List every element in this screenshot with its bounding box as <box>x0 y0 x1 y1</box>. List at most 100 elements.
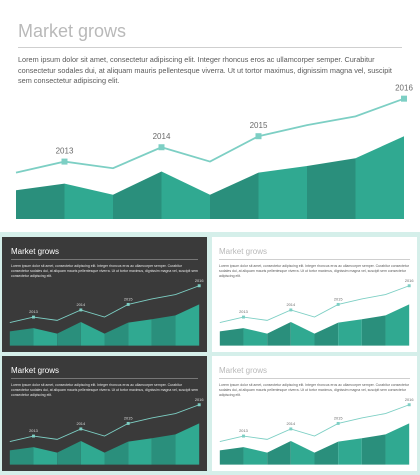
year-label-2013: 2013 <box>29 428 38 433</box>
area-segment-2 <box>33 447 58 465</box>
area-chart: 2013 2014 2015 2016 <box>9 397 204 465</box>
slide-body-text: Lorem ipsum dolor sit amet, consectetur … <box>18 55 392 85</box>
area-segment-4 <box>290 441 315 465</box>
area-segment-7 <box>361 434 386 465</box>
point-marker-2014 <box>289 308 293 312</box>
area-segment-7 <box>307 158 356 219</box>
slide-thumbnail-light-1[interactable]: Market grows Lorem ipsum dolor sit amet,… <box>212 237 417 352</box>
area-segment-6 <box>338 319 362 346</box>
area-chart: 2013 2014 2015 2016 <box>219 278 414 346</box>
year-label-2014: 2014 <box>286 302 295 307</box>
slide-thumbnail-dark-1[interactable]: Market grows Lorem ipsum dolor sit amet,… <box>2 237 207 352</box>
point-marker-2015 <box>126 302 130 306</box>
slide-body-text: Lorem ipsum dolor sit amet, consectetur … <box>219 264 410 278</box>
area-segment-5 <box>104 322 129 346</box>
point-marker-2016 <box>407 403 411 407</box>
year-label-2014: 2014 <box>153 132 171 141</box>
trend-line <box>219 404 410 442</box>
area-segment-3 <box>57 441 81 465</box>
point-marker-2015 <box>336 421 340 425</box>
area-segment-4 <box>290 322 315 346</box>
point-marker-2013 <box>32 434 35 438</box>
slide-body-text: Lorem ipsum dolor sit amet, consectetur … <box>219 383 410 397</box>
trend-line <box>9 404 200 442</box>
area-chart: 2013 2014 2015 2016 <box>15 84 413 219</box>
year-label-2016: 2016 <box>405 397 414 402</box>
point-marker-2013 <box>242 315 245 319</box>
year-label-2013: 2013 <box>29 309 38 314</box>
area-segment-1 <box>219 328 244 346</box>
point-marker-2016 <box>401 95 407 102</box>
area-segment-3 <box>267 322 291 346</box>
year-label-2015: 2015 <box>334 416 343 421</box>
title-divider <box>18 47 402 48</box>
area-segment-2 <box>243 328 268 346</box>
area-segment-8 <box>175 304 200 346</box>
title-divider <box>11 259 198 260</box>
year-label-2015: 2015 <box>124 416 133 421</box>
year-label-2015: 2015 <box>250 121 268 130</box>
year-label-2015: 2015 <box>334 297 343 302</box>
year-label-2014: 2014 <box>76 421 85 426</box>
year-label-2013: 2013 <box>239 428 248 433</box>
year-label-2015: 2015 <box>124 297 133 302</box>
slide-body-text: Lorem ipsum dolor sit amet, consectetur … <box>11 383 198 397</box>
point-marker-2016 <box>407 284 411 288</box>
point-marker-2015 <box>255 133 262 140</box>
point-marker-2013 <box>242 434 245 438</box>
area-segment-4 <box>161 171 210 219</box>
year-label-2013: 2013 <box>239 309 248 314</box>
area-segment-8 <box>385 304 410 346</box>
area-segment-8 <box>385 423 410 465</box>
trend-line <box>9 285 200 323</box>
area-segment-7 <box>361 315 386 346</box>
area-segment-1 <box>219 447 244 465</box>
point-marker-2015 <box>336 302 340 306</box>
trend-line <box>15 97 405 174</box>
area-segment-2 <box>243 447 268 465</box>
area-segment-1 <box>9 328 34 346</box>
trend-line <box>219 285 410 323</box>
point-marker-2014 <box>79 308 83 312</box>
slide-title: Market grows <box>18 21 127 41</box>
area-segment-4 <box>80 441 105 465</box>
area-segment-6 <box>258 166 307 219</box>
year-label-2016: 2016 <box>195 397 204 402</box>
area-segment-8 <box>355 136 404 219</box>
year-label-2013: 2013 <box>56 147 74 156</box>
point-marker-2013 <box>32 315 35 319</box>
area-segment-6 <box>128 438 152 465</box>
point-marker-2016 <box>197 284 201 288</box>
area-chart: 2013 2014 2015 2016 <box>219 397 414 465</box>
year-label-2014: 2014 <box>76 302 85 307</box>
area-segment-5 <box>210 172 259 219</box>
point-marker-2014 <box>289 427 293 431</box>
area-segment-7 <box>151 315 176 346</box>
point-marker-2014 <box>79 427 83 431</box>
slide-main[interactable]: Market grows Lorem ipsum dolor sit amet,… <box>0 0 420 232</box>
point-marker-2013 <box>61 158 68 165</box>
slide-title: Market grows <box>11 247 60 256</box>
area-segment-5 <box>104 441 129 465</box>
title-divider <box>11 378 198 379</box>
point-marker-2016 <box>197 403 201 407</box>
area-segment-1 <box>16 183 65 219</box>
area-segment-6 <box>338 438 362 465</box>
slide-body-text: Lorem ipsum dolor sit amet, consectetur … <box>11 264 198 278</box>
area-segment-3 <box>57 322 81 346</box>
area-segment-3 <box>267 441 291 465</box>
year-label-2016: 2016 <box>395 84 413 93</box>
year-label-2016: 2016 <box>195 278 204 283</box>
point-marker-2014 <box>158 144 165 151</box>
area-segment-7 <box>151 434 176 465</box>
area-chart: 2013 2014 2015 2016 <box>9 278 204 346</box>
slide-title: Market grows <box>219 247 268 256</box>
title-divider <box>219 378 410 379</box>
area-segment-5 <box>314 441 339 465</box>
area-segment-8 <box>175 423 200 465</box>
area-segment-2 <box>64 183 113 219</box>
slide-thumbnail-dark-2[interactable]: Market grows Lorem ipsum dolor sit amet,… <box>2 356 207 471</box>
slide-thumbnail-light-2[interactable]: Market grows Lorem ipsum dolor sit amet,… <box>212 356 417 471</box>
point-marker-2015 <box>126 421 130 425</box>
slide-title: Market grows <box>11 366 60 375</box>
